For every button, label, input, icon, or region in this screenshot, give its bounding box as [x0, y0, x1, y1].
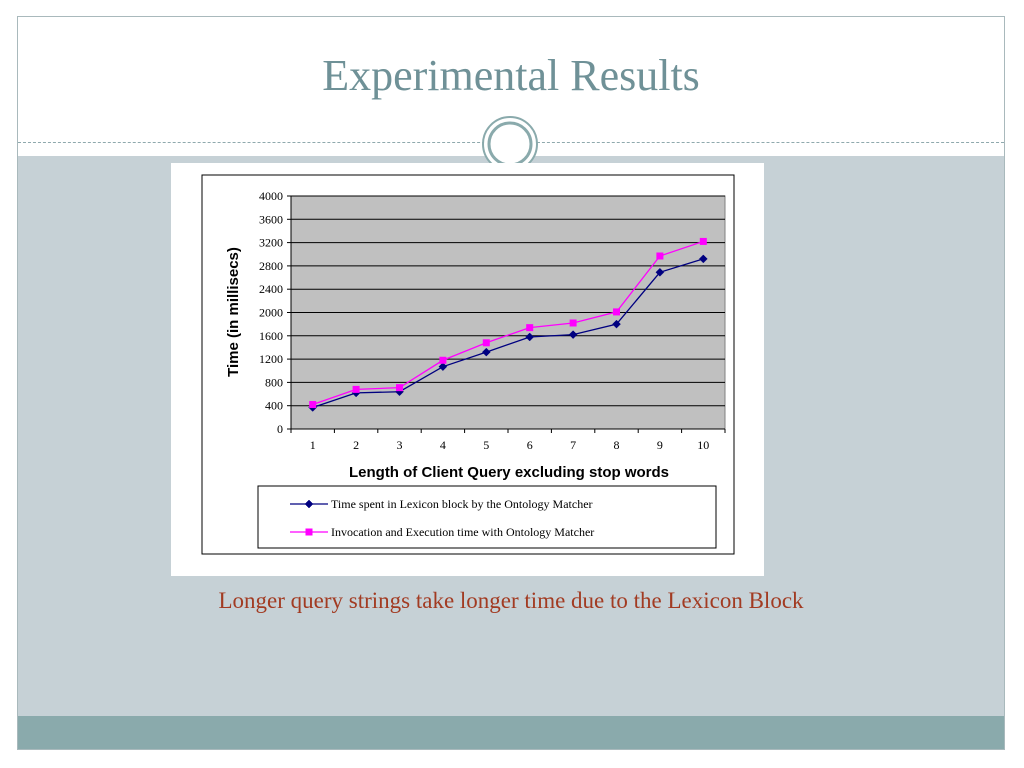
data-point [525, 332, 535, 342]
series-line [312, 258, 704, 409]
data-point [613, 308, 620, 316]
x-tick-label: 8 [614, 438, 620, 452]
data-point [699, 237, 707, 245]
y-tick-label: 800 [265, 375, 283, 389]
y-tick-label: 2800 [259, 259, 283, 273]
legend-item: Invocation and Execution time with Ontol… [290, 525, 594, 539]
data-point [526, 324, 534, 332]
data-point [612, 319, 621, 329]
slide-title: Experimental Results [322, 51, 700, 100]
x-axis: 1 2 3 4 5 6 7 8 9 10 [290, 428, 726, 452]
legend: Time spent in Lexicon block by the Ontol… [290, 497, 594, 539]
x-tick-label: 1 [310, 438, 316, 452]
x-axis-title: Length of Client Query excluding stop wo… [349, 464, 669, 481]
data-point [656, 252, 664, 260]
data-point [439, 356, 447, 364]
data-point [481, 347, 491, 357]
y-tick-label: 1200 [259, 352, 283, 366]
y-tick-label: 1600 [259, 329, 283, 343]
data-point [655, 267, 665, 277]
series-layer [308, 237, 708, 412]
x-tick-label: 3 [397, 438, 403, 452]
data-point [698, 254, 708, 264]
y-tick-label: 400 [265, 399, 283, 413]
caption: Longer query strings take longer time du… [218, 588, 804, 613]
y-tick-label: 3600 [259, 212, 283, 226]
slide-frame [17, 16, 1005, 750]
data-point [438, 362, 448, 372]
y-tick-label: 2400 [259, 282, 283, 296]
data-point [309, 401, 317, 409]
x-tick-label: 6 [527, 438, 533, 452]
x-tick-label: 10 [697, 438, 709, 452]
y-tick-label: 4000 [259, 189, 283, 203]
y-axis-title: Time (in millisecs) [225, 247, 242, 377]
y-tick-label: 0 [277, 422, 283, 436]
series-line [312, 240, 704, 406]
data-point [569, 319, 577, 327]
x-tick-label: 5 [483, 438, 489, 452]
legend-label: Invocation and Execution time with Ontol… [331, 525, 594, 539]
legend-marker [304, 499, 314, 509]
legend-label: Time spent in Lexicon block by the Ontol… [331, 497, 593, 511]
x-tick-label: 2 [353, 438, 359, 452]
data-point [482, 339, 490, 347]
footer-bar [18, 716, 1004, 749]
legend-box [257, 485, 717, 549]
x-tick-label: 7 [570, 438, 576, 452]
chart-panel: 0 400 800 1200 1600 2000 2400 2800 3200 3600 4000 … [171, 163, 764, 576]
series-2 [309, 237, 707, 409]
x-tick-label: 9 [657, 438, 663, 452]
data-point [396, 384, 403, 392]
data-point [352, 385, 360, 393]
y-tick-label: 2000 [259, 306, 283, 320]
y-axis: 0 400 800 1200 1600 2000 2400 2800 3200 3600 4000 [259, 189, 292, 436]
x-tick-label: 4 [440, 438, 446, 452]
legend-item: Time spent in Lexicon block by the Ontol… [290, 497, 593, 511]
chart: 040080012001600200024002800320036004000 … [201, 174, 735, 555]
data-point [568, 330, 578, 339]
y-tick-label: 3200 [259, 236, 283, 250]
legend-marker [305, 528, 313, 536]
